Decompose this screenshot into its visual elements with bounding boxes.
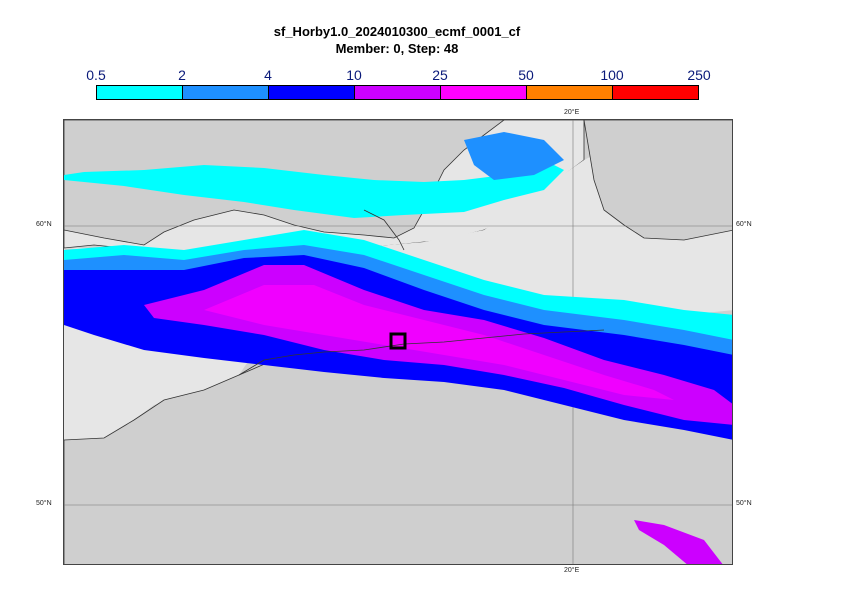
lat-label-50-left: 50°N [36,500,52,507]
lat-label-50-right: 50°N [736,500,752,507]
legend-swatch-0 [97,86,183,99]
map-panel [63,119,733,565]
legend-label-4: 25 [432,67,448,83]
legend-label-0: 0.5 [86,67,106,83]
legend-swatch-3 [355,86,441,99]
map-canvas [64,120,732,564]
legend-swatch-2 [269,86,355,99]
legend-label-5: 50 [518,67,534,83]
lon-label-20-top: 20°E [564,109,580,116]
baltic-sea [64,120,732,330]
precip-north-band [64,160,564,218]
map-subtitle: Member: 0, Step: 48 [335,41,459,56]
legend-label-2: 4 [264,67,272,83]
finland [583,120,732,241]
map-title: sf_Horby1.0_2024010300_ecmf_0001_cf [273,24,521,39]
location-marker [389,332,407,350]
legend-swatch-4 [441,86,527,99]
color-legend [96,85,699,100]
legend-swatch-5 [527,86,613,99]
precip-gulf [464,132,564,180]
legend-label-6: 100 [600,67,624,83]
denmark-coast [363,209,405,251]
legend-label-1: 2 [178,67,186,83]
legend-swatch-6 [613,86,698,99]
lat-label-60-left: 60°N [36,221,52,228]
precip-south-cell [634,520,723,564]
legend-label-3: 10 [346,67,362,83]
lat-label-60-right: 60°N [736,221,752,228]
lon-label-20-bottom: 20°E [564,567,580,574]
legend-swatch-1 [183,86,269,99]
legend-label-7: 250 [687,67,711,83]
